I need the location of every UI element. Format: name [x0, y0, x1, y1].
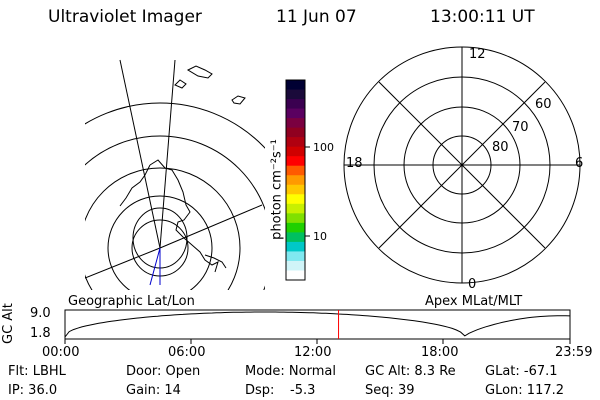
altitude-ymin: 1.8	[30, 326, 51, 341]
colorbar-swatch	[286, 260, 305, 271]
colorbar	[286, 80, 305, 281]
xtick-1800: 18:00	[421, 345, 459, 360]
glat-readout: GLat: -67.1	[485, 364, 558, 379]
mlt-label-0: 0	[468, 277, 477, 292]
ip-readout: IP: 36.0	[8, 383, 58, 398]
altitude-ymax: 9.0	[30, 306, 51, 321]
altitude-ylabel: GC Alt	[1, 303, 16, 344]
geo-map-caption: Geographic Lat/Lon	[68, 294, 195, 309]
glon-readout: GLon: 117.2	[485, 383, 565, 398]
colorbar-swatch	[286, 80, 305, 91]
colorbar-swatch	[286, 194, 305, 205]
colorbar-swatch	[286, 146, 305, 157]
instrument-title: Ultraviolet Imager	[48, 7, 202, 27]
mlt-label-12: 12	[469, 47, 486, 62]
mlt-label-6: 6	[575, 156, 584, 171]
colorbar-unit-label: photon cm⁻²s⁻¹	[269, 139, 285, 240]
colorbar-swatch	[286, 213, 305, 224]
colorbar-swatch	[286, 175, 305, 186]
dsp-value: -5.3	[290, 383, 316, 398]
xtick-2359: 23:59	[555, 345, 593, 360]
colorbar-swatch	[286, 127, 305, 138]
colorbar-swatch	[286, 156, 305, 167]
colorbar-label-10: 10	[313, 230, 327, 243]
colorbar-swatch	[286, 241, 305, 252]
seq-readout: Seq: 39	[365, 383, 415, 398]
colorbar-swatch	[286, 251, 305, 262]
xtick-0600: 06:00	[168, 345, 206, 360]
time-label: 13:00:11 UT	[430, 7, 535, 27]
gain-readout: Gain: 14	[126, 383, 181, 398]
dsp-label: Dsp:	[245, 383, 275, 398]
lat-label-70: 70	[512, 120, 529, 135]
polar-plot	[343, 46, 581, 284]
altitude-strip	[64, 309, 571, 344]
colorbar-swatch	[286, 203, 305, 214]
colorbar-swatch	[286, 118, 305, 129]
date-label: 11 Jun 07	[276, 7, 357, 27]
xtick-0000: 00:00	[42, 345, 80, 360]
colorbar-swatch	[286, 222, 305, 233]
colorbar-label-100: 100	[313, 141, 334, 154]
colorbar-swatch	[286, 137, 305, 148]
lat-label-60: 60	[535, 97, 552, 112]
geographic-map	[85, 59, 265, 290]
lat-label-80: 80	[492, 140, 509, 155]
colorbar-swatch	[286, 184, 305, 195]
polar-plot-caption: Apex MLat/MLT	[425, 294, 523, 309]
xtick-1200: 12:00	[294, 345, 332, 360]
gc-alt-readout: GC Alt: 8.3 Re	[365, 364, 456, 379]
mode-readout: Mode: Normal	[245, 364, 336, 379]
colorbar-swatch	[286, 99, 305, 110]
colorbar-swatch	[286, 89, 305, 100]
colorbar-swatch	[286, 232, 305, 243]
filter-readout: Flt: LBHL	[8, 364, 66, 379]
colorbar-swatch	[286, 270, 305, 281]
mlt-label-18: 18	[346, 156, 363, 171]
colorbar-swatch	[286, 165, 305, 176]
door-readout: Door: Open	[126, 364, 201, 379]
colorbar-swatch	[286, 108, 305, 119]
